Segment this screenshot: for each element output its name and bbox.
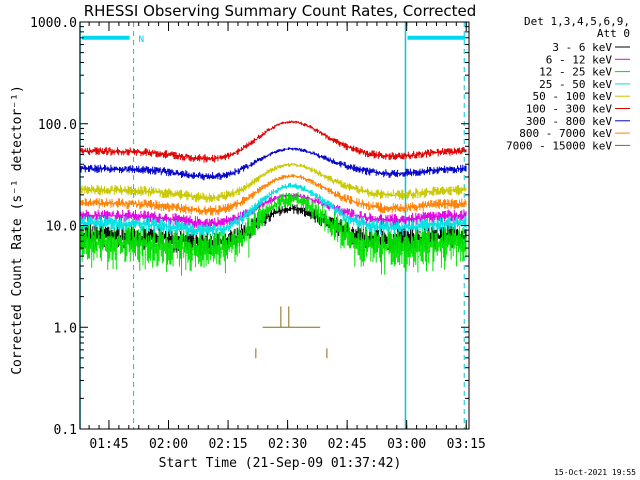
y-axis-label: Corrected Count Rate (s⁻¹ detector⁻¹): [10, 85, 25, 375]
footer-timestamp: 15-Oct-2021 19:55: [554, 468, 636, 477]
legend-label: 50 - 100 keV: [533, 90, 613, 103]
shade-bar-label: N: [139, 35, 144, 45]
series-line: [80, 120, 467, 163]
x-tick-label: 02:15: [208, 437, 247, 452]
x-tick-label: 01:45: [89, 437, 128, 452]
x-tick-label: 03:15: [447, 437, 486, 452]
x-axis-label: Start Time (21-Sep-09 01:37:42): [159, 456, 402, 471]
series-line: [80, 162, 467, 203]
legend-label: 25 - 50 keV: [539, 78, 612, 91]
x-tick-label: 02:00: [149, 437, 188, 452]
axes: 1000.0 100.0 10.0 1.0 0.1 01:45 02:00 02:15 02:3…: [30, 16, 486, 452]
series-line: [80, 182, 467, 237]
legend-label: 3 - 6 keV: [552, 41, 612, 54]
legend-header-line-2: Att 0: [597, 27, 630, 40]
series-line: [80, 192, 467, 276]
y-tick-label: 100.0: [38, 118, 77, 133]
legend-label: 6 - 12 keV: [546, 53, 613, 66]
y-tick-label: 1.0: [54, 321, 77, 336]
chart-title: RHESSI Observing Summary Count Rates, Co…: [84, 2, 477, 20]
plot-area: N: [79, 22, 467, 429]
legend-header-line-1: Det 1,3,4,5,6,9,: [524, 15, 630, 28]
y-tick-label: 1000.0: [30, 16, 77, 31]
x-tick-label: 02:45: [328, 437, 367, 452]
x-tick-label: 03:00: [387, 437, 426, 452]
x-tick-label: 02:30: [268, 437, 307, 452]
legend-label: 300 - 800 keV: [526, 115, 612, 128]
series-line: [80, 147, 467, 181]
legend-label: 12 - 25 keV: [539, 66, 612, 79]
legend-label: 100 - 300 keV: [526, 103, 612, 116]
legend-label: 7000 - 15000 keV: [506, 139, 612, 152]
y-tick-label: 10.0: [46, 220, 77, 235]
series-line: [80, 174, 467, 216]
y-tick-label: 0.1: [54, 423, 77, 438]
legend-label: 800 - 7000 keV: [519, 127, 612, 140]
